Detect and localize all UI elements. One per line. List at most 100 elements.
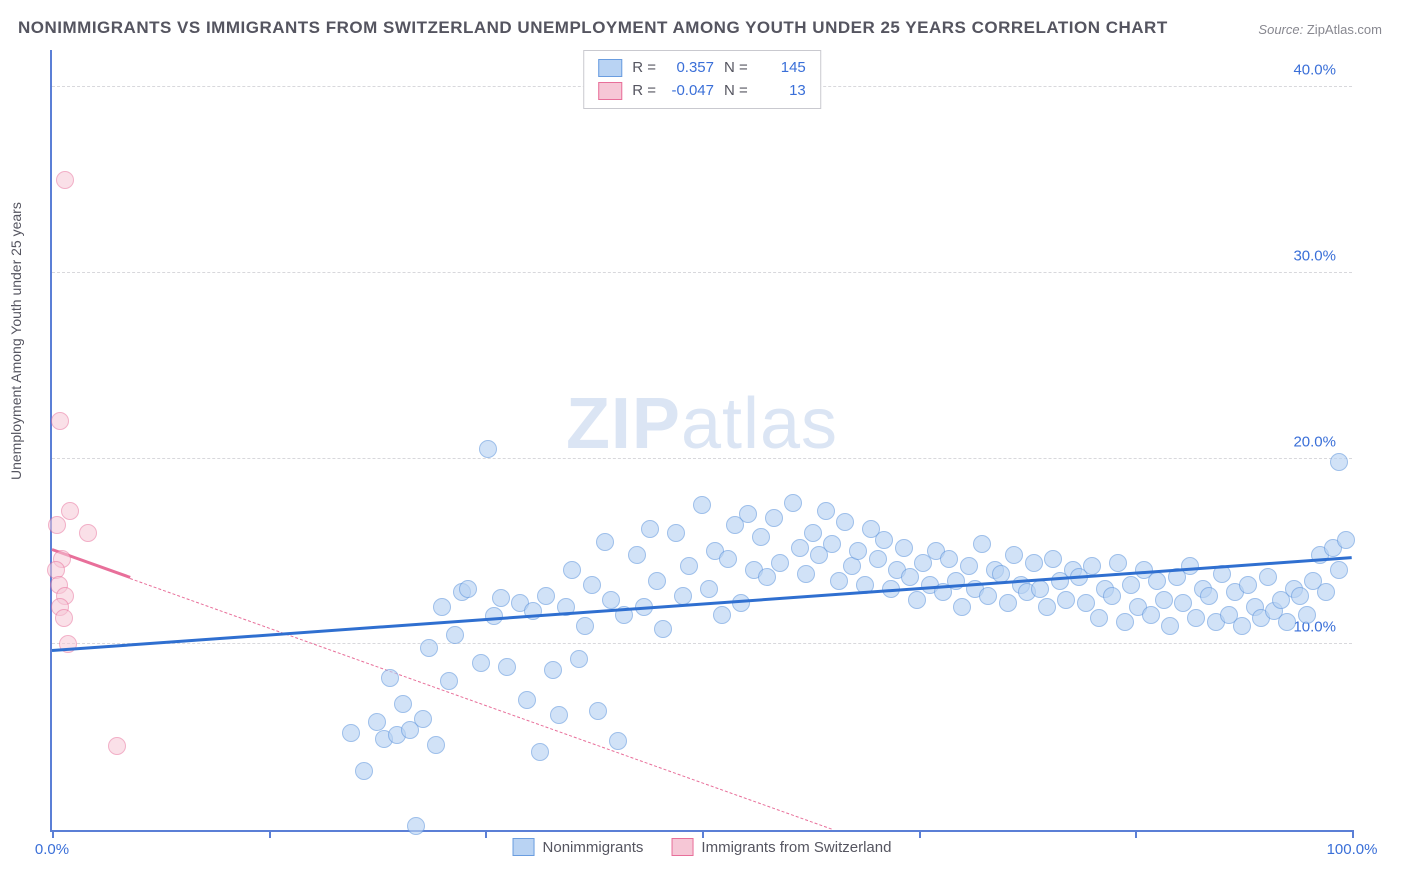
watermark: ZIPatlas bbox=[566, 383, 838, 465]
data-point-nonimmigrants bbox=[459, 580, 477, 598]
data-point-nonimmigrants bbox=[680, 557, 698, 575]
data-point-nonimmigrants bbox=[1083, 557, 1101, 575]
data-point-nonimmigrants bbox=[596, 533, 614, 551]
source-label: Source: bbox=[1258, 22, 1303, 37]
data-point-nonimmigrants bbox=[609, 732, 627, 750]
data-point-nonimmigrants bbox=[446, 626, 464, 644]
data-point-nonimmigrants bbox=[1148, 572, 1166, 590]
data-point-immigrants bbox=[51, 412, 69, 430]
data-point-nonimmigrants bbox=[804, 524, 822, 542]
data-point-nonimmigrants bbox=[576, 617, 594, 635]
data-point-immigrants bbox=[61, 502, 79, 520]
x-tick-label: 0.0% bbox=[35, 841, 69, 858]
data-point-nonimmigrants bbox=[1330, 561, 1348, 579]
data-point-nonimmigrants bbox=[531, 743, 549, 761]
stats-row-nonimmigrants: R = 0.357 N = 145 bbox=[598, 57, 806, 80]
data-point-nonimmigrants bbox=[440, 672, 458, 690]
legend-item-immigrants: Immigrants from Switzerland bbox=[671, 838, 891, 856]
data-point-nonimmigrants bbox=[901, 568, 919, 586]
data-point-nonimmigrants bbox=[570, 650, 588, 668]
data-point-nonimmigrants bbox=[830, 572, 848, 590]
data-point-nonimmigrants bbox=[1103, 587, 1121, 605]
data-point-nonimmigrants bbox=[869, 550, 887, 568]
data-point-nonimmigrants bbox=[765, 509, 783, 527]
legend-item-nonimmigrants: Nonimmigrants bbox=[513, 838, 644, 856]
data-point-nonimmigrants bbox=[758, 568, 776, 586]
y-tick-label: 20.0% bbox=[1289, 433, 1340, 450]
data-point-nonimmigrants bbox=[1005, 546, 1023, 564]
y-tick-label: 40.0% bbox=[1289, 62, 1340, 79]
data-point-nonimmigrants bbox=[583, 576, 601, 594]
y-tick-label: 30.0% bbox=[1289, 247, 1340, 264]
r-label: R = bbox=[632, 80, 656, 103]
x-tick bbox=[52, 830, 54, 838]
data-point-nonimmigrants bbox=[602, 591, 620, 609]
swatch-immigrants bbox=[598, 82, 622, 100]
gridline bbox=[52, 272, 1352, 273]
data-point-immigrants bbox=[55, 609, 73, 627]
n-label: N = bbox=[724, 57, 748, 80]
legend-label: Nonimmigrants bbox=[543, 839, 644, 856]
data-point-nonimmigrants bbox=[797, 565, 815, 583]
x-tick bbox=[269, 830, 271, 838]
data-point-nonimmigrants bbox=[791, 539, 809, 557]
data-point-nonimmigrants bbox=[719, 550, 737, 568]
data-point-nonimmigrants bbox=[999, 594, 1017, 612]
data-point-nonimmigrants bbox=[960, 557, 978, 575]
data-point-nonimmigrants bbox=[1109, 554, 1127, 572]
data-point-nonimmigrants bbox=[589, 702, 607, 720]
data-point-immigrants bbox=[79, 524, 97, 542]
y-tick-label: 10.0% bbox=[1289, 619, 1340, 636]
data-point-immigrants bbox=[48, 516, 66, 534]
data-point-nonimmigrants bbox=[713, 606, 731, 624]
data-point-nonimmigrants bbox=[1025, 554, 1043, 572]
data-point-nonimmigrants bbox=[739, 505, 757, 523]
data-point-nonimmigrants bbox=[368, 713, 386, 731]
data-point-nonimmigrants bbox=[498, 658, 516, 676]
data-point-immigrants bbox=[56, 171, 74, 189]
data-point-nonimmigrants bbox=[414, 710, 432, 728]
watermark-bold: ZIP bbox=[566, 384, 681, 464]
data-point-nonimmigrants bbox=[875, 531, 893, 549]
data-point-nonimmigrants bbox=[355, 762, 373, 780]
data-point-nonimmigrants bbox=[836, 513, 854, 531]
data-point-nonimmigrants bbox=[979, 587, 997, 605]
data-point-nonimmigrants bbox=[1174, 594, 1192, 612]
data-point-nonimmigrants bbox=[1161, 617, 1179, 635]
source-credit: Source: ZipAtlas.com bbox=[1258, 22, 1382, 37]
data-point-nonimmigrants bbox=[537, 587, 555, 605]
data-point-nonimmigrants bbox=[1090, 609, 1108, 627]
data-point-nonimmigrants bbox=[433, 598, 451, 616]
data-point-nonimmigrants bbox=[641, 520, 659, 538]
data-point-nonimmigrants bbox=[472, 654, 490, 672]
data-point-nonimmigrants bbox=[674, 587, 692, 605]
data-point-nonimmigrants bbox=[1278, 613, 1296, 631]
data-point-nonimmigrants bbox=[1155, 591, 1173, 609]
data-point-nonimmigrants bbox=[693, 496, 711, 514]
data-point-nonimmigrants bbox=[1116, 613, 1134, 631]
data-point-nonimmigrants bbox=[700, 580, 718, 598]
data-point-nonimmigrants bbox=[479, 440, 497, 458]
data-point-nonimmigrants bbox=[732, 594, 750, 612]
x-tick bbox=[702, 830, 704, 838]
stats-legend: R = 0.357 N = 145 R = -0.047 N = 13 bbox=[583, 50, 821, 109]
x-tick bbox=[919, 830, 921, 838]
data-point-nonimmigrants bbox=[407, 817, 425, 835]
data-point-nonimmigrants bbox=[420, 639, 438, 657]
chart-title: NONIMMIGRANTS VS IMMIGRANTS FROM SWITZER… bbox=[18, 18, 1168, 38]
data-point-nonimmigrants bbox=[849, 542, 867, 560]
x-tick bbox=[1135, 830, 1137, 838]
data-point-nonimmigrants bbox=[1044, 550, 1062, 568]
data-point-nonimmigrants bbox=[1057, 591, 1075, 609]
data-point-nonimmigrants bbox=[1031, 580, 1049, 598]
data-point-nonimmigrants bbox=[1291, 587, 1309, 605]
data-point-nonimmigrants bbox=[628, 546, 646, 564]
data-point-nonimmigrants bbox=[648, 572, 666, 590]
y-axis-label: Unemployment Among Youth under 25 years bbox=[8, 202, 24, 480]
data-point-nonimmigrants bbox=[1298, 606, 1316, 624]
watermark-rest: atlas bbox=[681, 384, 838, 464]
data-point-nonimmigrants bbox=[895, 539, 913, 557]
x-tick bbox=[1352, 830, 1354, 838]
data-point-nonimmigrants bbox=[1142, 606, 1160, 624]
data-point-nonimmigrants bbox=[823, 535, 841, 553]
